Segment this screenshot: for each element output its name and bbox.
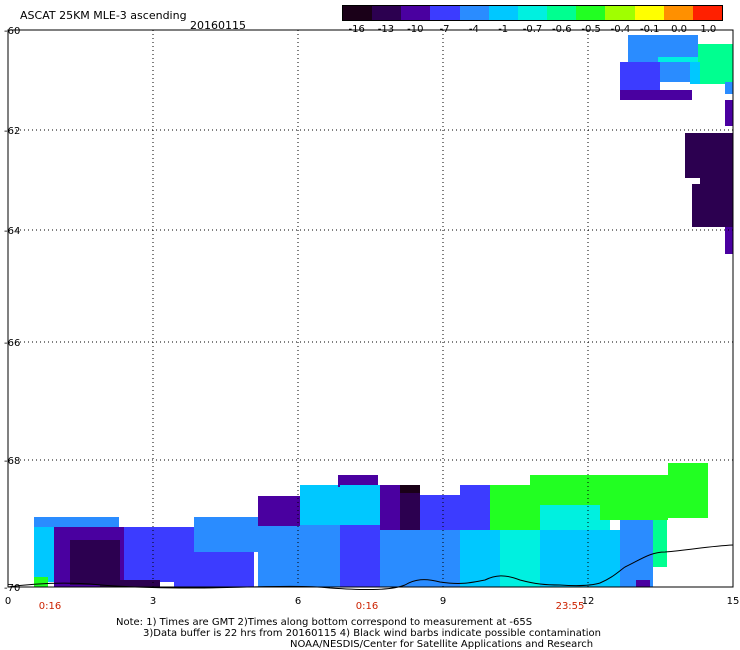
wind-cell [620,520,653,587]
time-label: 0:16 [356,601,378,612]
coastline [7,544,734,591]
wind-cell [460,485,490,530]
wind-cell [124,527,174,582]
wind-cell [420,495,460,535]
colorbar-swatch [663,6,693,20]
colorbar-swatch [401,6,431,20]
time-label: 23:55 [556,601,585,612]
wind-cell [668,463,708,518]
colorbar-swatch [576,6,606,20]
wind-cell [600,475,668,520]
wind-cell [725,82,733,94]
wind-cell [628,35,698,57]
plot-frame [7,29,734,588]
colorbar-swatch [692,6,723,20]
wind-cell [258,496,300,526]
wind-cell [690,62,700,84]
colorbar-swatch [547,6,577,20]
wind-cell [540,530,620,587]
y-tick-label: -62 [4,126,20,137]
wind-cell [725,100,733,126]
wind-cell [194,552,254,587]
wind-cell [380,485,400,530]
wind-cell [194,517,258,552]
x-tick-label: 3 [150,596,156,607]
wind-cell [34,577,48,587]
wind-cell [100,580,160,587]
colorbar-swatch [459,6,489,20]
colorbar-swatch [372,6,402,20]
wind-cell [460,530,500,587]
wind-cell [340,485,380,525]
tick-layer: -60 -62 -64 -66 -68 -70 0 3 6 9 12 15 0:16 0:16 23:55 [4,26,739,612]
colorbar-swatch [343,6,373,20]
note-line-3: NOAA/NESDIS/Center for Satellite Applica… [290,639,594,650]
y-tick-label: -70 [4,583,20,594]
wind-cell [500,530,540,587]
wind-cell [636,580,650,587]
y-tick-label: -64 [4,226,20,237]
wind-cell [300,525,340,587]
y-tick-label: -60 [4,26,20,37]
wind-cell [620,62,660,90]
map-date: 20160115 [190,19,246,32]
grid-layer [7,29,734,588]
x-tick-label: 12 [582,596,595,607]
wind-cell [660,62,690,82]
x-tick-label: 9 [440,596,446,607]
x-tick-label: 15 [727,596,740,607]
x-tick-label: 0 [5,596,11,607]
colorbar-swatch [634,6,664,20]
wind-cell [540,505,610,530]
wind-cell [620,90,692,100]
wind-cell [340,525,380,587]
data-layer [34,35,733,587]
colorbar-swatch [605,6,635,20]
x-tick-label: 6 [295,596,301,607]
wind-cell [258,526,300,587]
note-line-2: 3)Data buffer is 22 hrs from 20160115 4)… [143,628,601,639]
time-label: 0:16 [39,601,61,612]
wind-cell [698,44,733,84]
colorbar-swatch [430,6,460,20]
wind-cell [300,485,340,525]
y-tick-label: -68 [4,456,20,467]
wind-cell [400,485,420,530]
wind-cell [653,520,667,567]
note-line-1: Note: 1) Times are GMT 2)Times along bot… [116,617,533,628]
colorbar-swatch [488,6,518,20]
colorbar [342,5,723,21]
wind-cell [700,178,733,184]
wind-cell [70,540,120,585]
wind-cell [725,227,733,254]
wind-cell [174,527,194,587]
wind-cell [34,527,54,582]
wind-cell [380,530,460,587]
y-tick-label: -66 [4,338,20,349]
colorbar-swatch [517,6,548,20]
wind-cell [400,485,420,493]
wind-cell [692,184,733,227]
map-title: ASCAT 25KM MLE-3 ascending [20,9,187,22]
wind-cell [685,133,733,178]
wind-cell [338,475,378,487]
wind-cell [34,517,119,527]
